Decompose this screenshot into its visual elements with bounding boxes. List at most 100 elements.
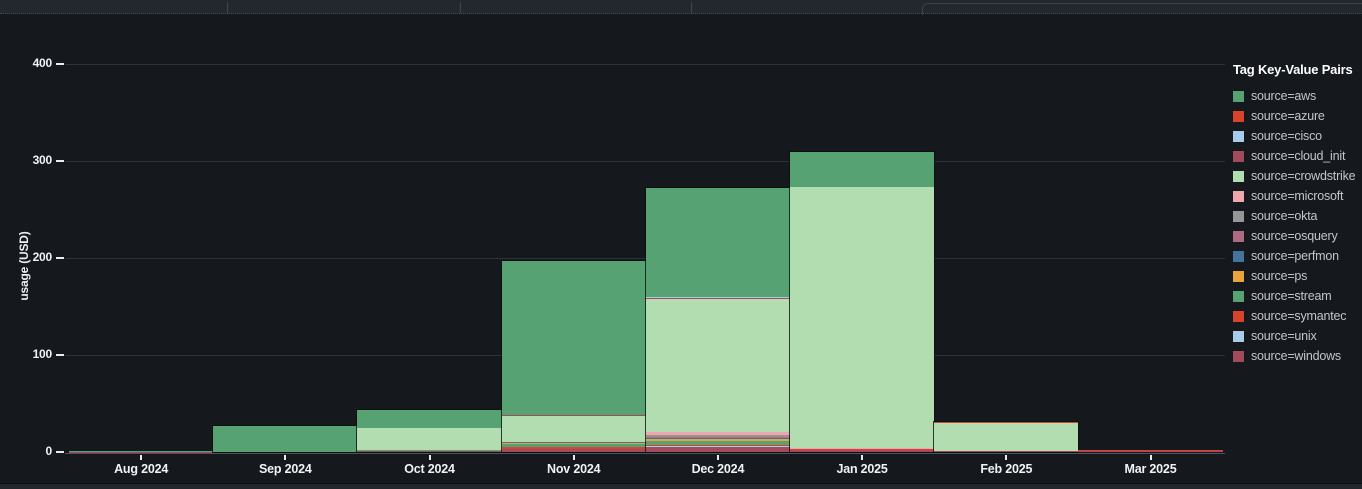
- legend-label: source=unix: [1251, 329, 1317, 343]
- bar-segment-stream[interactable]: [645, 440, 790, 445]
- bar-segment-crowdstrike[interactable]: [501, 416, 646, 442]
- legend-label: source=cloud_init: [1251, 149, 1346, 163]
- usage-bar-aug-2024[interactable]: [69, 451, 214, 452]
- legend-label: source=ps: [1251, 269, 1308, 283]
- legend-swatch-cloud_init: [1233, 150, 1244, 162]
- bar-segment-windows[interactable]: [1078, 451, 1223, 452]
- legend-item-cloud_init[interactable]: source=cloud_init: [1233, 146, 1361, 166]
- strip-separator: [460, 2, 461, 13]
- bottom-panel-edge: [0, 483, 1362, 489]
- legend-item-azure[interactable]: source=azure: [1233, 106, 1361, 126]
- bar-segment-aws[interactable]: [790, 151, 935, 187]
- bar-segment-microsoft[interactable]: [645, 432, 790, 436]
- y-tick-label: 0: [45, 444, 53, 458]
- usage-bar-jan-2025[interactable]: [790, 151, 935, 452]
- usage-bar-feb-2025[interactable]: [934, 421, 1079, 452]
- bar-segment-osquery[interactable]: [645, 436, 790, 439]
- legend-swatch-stream: [1233, 290, 1244, 302]
- bar-segment-windows[interactable]: [645, 446, 790, 452]
- bar-segment-okta[interactable]: [645, 435, 790, 437]
- bar-segment-crowdstrike[interactable]: [357, 428, 502, 450]
- x-tick: [1149, 455, 1152, 460]
- legend-label: source=okta: [1251, 209, 1318, 223]
- usage-bar-mar-2025[interactable]: [1078, 450, 1223, 452]
- legend-item-microsoft[interactable]: source=microsoft: [1233, 186, 1361, 206]
- bar-segment-cloud_init[interactable]: [645, 297, 790, 300]
- strip-separator: [227, 2, 228, 13]
- legend: Tag Key-Value Pairs source=aws source=azu…: [1233, 62, 1361, 366]
- legend-swatch-perfmon: [1233, 250, 1244, 262]
- legend-item-crowdstrike[interactable]: source=crowdstrike: [1233, 166, 1361, 186]
- legend-swatch-osquery: [1233, 230, 1244, 242]
- legend-label: source=aws: [1251, 89, 1317, 103]
- legend-label: source=azure: [1251, 109, 1325, 123]
- legend-swatch-microsoft: [1233, 190, 1244, 202]
- x-tick-label: Feb 2025: [980, 462, 1033, 476]
- y-tick: [56, 256, 64, 259]
- legend-item-osquery[interactable]: source=osquery: [1233, 226, 1361, 246]
- x-tick-label: Aug 2024: [114, 462, 169, 476]
- bar-segment-ps[interactable]: [645, 439, 790, 441]
- bar-segment-stream[interactable]: [501, 444, 646, 448]
- bar-segment-crowdstrike[interactable]: [790, 187, 935, 448]
- bar-segment-aws[interactable]: [645, 187, 790, 297]
- bar-segment-microsoft[interactable]: [790, 447, 935, 449]
- legend-item-stream[interactable]: source=stream: [1233, 286, 1361, 306]
- bar-segment-stream[interactable]: [357, 449, 502, 451]
- legend-item-ps[interactable]: source=ps: [1233, 266, 1361, 286]
- bar-segment-stream[interactable]: [790, 448, 935, 450]
- bar-segment-windows[interactable]: [934, 451, 1079, 452]
- legend-label: source=cisco: [1251, 129, 1322, 143]
- usage-bar-nov-2024[interactable]: [501, 260, 646, 452]
- bar-segment-symantec[interactable]: [501, 447, 646, 449]
- bar-segment-symantec[interactable]: [645, 444, 790, 447]
- gridline-300: [65, 160, 1225, 162]
- x-tick-label: Oct 2024: [404, 462, 455, 476]
- x-tick: [861, 455, 864, 460]
- usage-bar-oct-2024[interactable]: [357, 409, 502, 452]
- y-tick-label: 400: [32, 55, 53, 70]
- bar-segment-crowdstrike[interactable]: [934, 423, 1079, 452]
- y-tick-label: 300: [32, 152, 53, 167]
- x-tick: [284, 455, 287, 460]
- legend-label: source=windows: [1251, 349, 1341, 363]
- bar-segment-crowdstrike[interactable]: [645, 299, 790, 433]
- bar-segment-perfmon[interactable]: [645, 438, 790, 440]
- legend-title: Tag Key-Value Pairs: [1233, 62, 1353, 77]
- x-tick-label: Dec 2024: [691, 462, 745, 476]
- bar-segment-cloud_init[interactable]: [501, 414, 646, 417]
- x-tick: [1005, 455, 1008, 460]
- bar-segment-windows[interactable]: [501, 448, 646, 452]
- legend-label: source=crowdstrike: [1251, 169, 1356, 183]
- side-panel-corner-outline: [922, 3, 1362, 15]
- legend-item-aws[interactable]: source=aws: [1233, 86, 1361, 106]
- legend-item-symantec[interactable]: source=symantec: [1233, 306, 1361, 326]
- bar-segment-aws[interactable]: [357, 409, 502, 428]
- legend-item-perfmon[interactable]: source=perfmon: [1233, 246, 1361, 266]
- legend-swatch-ps: [1233, 270, 1244, 282]
- strip-separator: [691, 2, 692, 13]
- bar-segment-aws[interactable]: [213, 425, 358, 452]
- legend-item-windows[interactable]: source=windows: [1233, 346, 1361, 366]
- usage-bar-sep-2024[interactable]: [213, 425, 358, 452]
- bar-segment-aws[interactable]: [501, 260, 646, 415]
- bar-segment-azure[interactable]: [934, 421, 1079, 424]
- legend-item-cisco[interactable]: source=cisco: [1233, 126, 1361, 146]
- x-tick: [428, 455, 431, 460]
- legend-label: source=perfmon: [1251, 249, 1339, 263]
- usage-bar-dec-2024[interactable]: [645, 187, 790, 452]
- bar-segment-ps[interactable]: [501, 442, 646, 445]
- x-tick-label: Jan 2025: [836, 462, 888, 476]
- legend-item-unix[interactable]: source=unix: [1233, 326, 1361, 346]
- legend-label: source=osquery: [1251, 229, 1338, 243]
- legend-swatch-crowdstrike: [1233, 170, 1244, 182]
- bar-segment-windows[interactable]: [790, 449, 935, 452]
- y-tick: [56, 451, 64, 453]
- legend-item-okta[interactable]: source=okta: [1233, 206, 1361, 226]
- y-axis-title: usage (USD): [17, 231, 31, 301]
- x-tick: [716, 455, 719, 460]
- bar-segment-windows[interactable]: [357, 451, 502, 452]
- y-tick: [56, 159, 64, 162]
- x-tick-label: Mar 2025: [1124, 462, 1177, 476]
